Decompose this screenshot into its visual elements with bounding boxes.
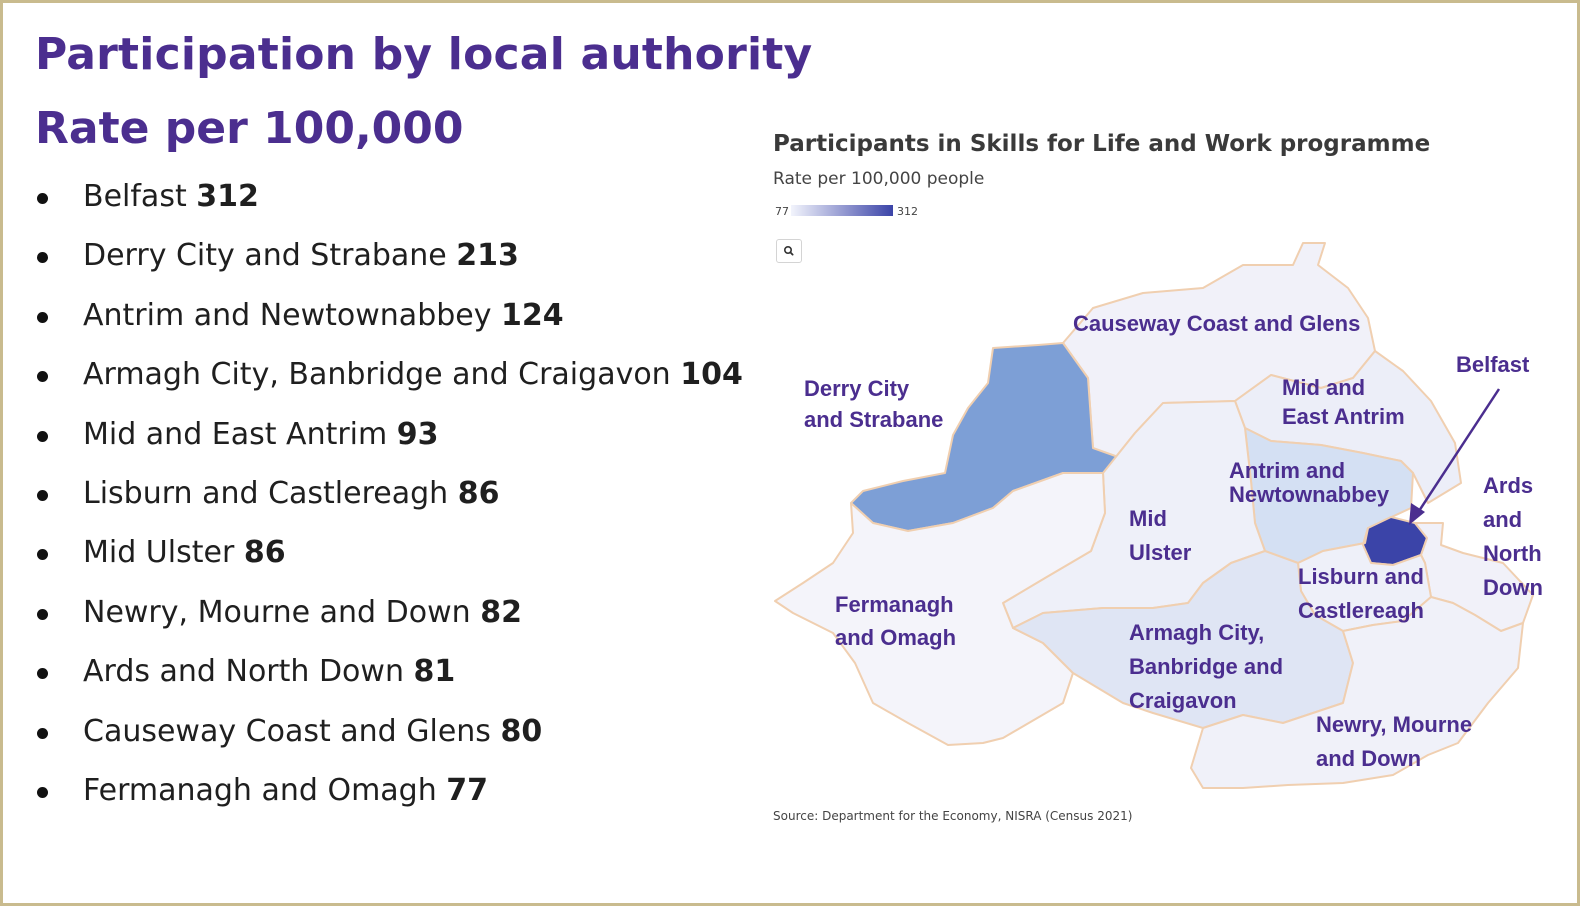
list-item: Mid Ulster 86 — [33, 525, 743, 584]
authority-rate: 213 — [456, 238, 519, 274]
bullet-icon — [37, 193, 48, 204]
legend-gradient — [791, 205, 893, 216]
authority-rate: 104 — [680, 357, 743, 393]
authority-name: Armagh City, Banbridge and Craigavon — [83, 357, 671, 393]
region-armagh[interactable] — [1012, 550, 1354, 729]
legend-min: 77 — [775, 205, 789, 218]
bullet-icon — [37, 371, 48, 383]
authority-rate: 93 — [396, 416, 439, 452]
bullet-icon — [37, 786, 48, 798]
arrow-head-icon — [1409, 503, 1425, 525]
authority-name: Fermanagh and Omagh — [83, 772, 437, 808]
authority-name: Belfast — [83, 179, 187, 214]
bullet-icon — [37, 430, 48, 442]
list-item: Antrim and Newtownabbey 124 — [33, 288, 743, 347]
bullet-icon — [37, 311, 48, 323]
authority-rate: 86 — [457, 475, 500, 511]
map-subtitle: Rate per 100,000 people — [773, 169, 985, 189]
page-subtitle: Rate per 100,000 — [35, 103, 464, 154]
list-item: Causeway Coast and Glens 80 — [33, 704, 743, 763]
bullet-icon — [37, 668, 48, 680]
authority-rate: 77 — [446, 772, 489, 808]
bullet-icon — [37, 549, 48, 561]
label-armagh: Armagh City, Banbridge and Craigavon — [1129, 620, 1284, 713]
authority-name: Newry, Mourne and Down — [83, 594, 471, 630]
label-derry: Derry City and Strabane — [804, 376, 944, 432]
list-item: Armagh City, Banbridge and Craigavon 104 — [33, 347, 743, 406]
authority-rate: 86 — [243, 535, 286, 571]
label-causeway: Causeway Coast and Glens — [1073, 311, 1361, 336]
label-fermanagh: Fermanagh and Omagh — [835, 592, 957, 650]
list-item: Lisburn and Castlereagh 86 — [33, 466, 743, 525]
authority-name: Mid Ulster — [83, 535, 235, 571]
authority-list: Belfast 312 Derry City and Strabane 213 … — [33, 169, 743, 822]
list-item: Newry, Mourne and Down 82 — [33, 585, 743, 644]
authority-name: Ards and North Down — [83, 654, 404, 690]
bullet-icon — [37, 608, 48, 620]
list-item: Belfast 312 — [33, 169, 743, 228]
label-antrim: Antrim and Newtownabbey — [1229, 458, 1390, 507]
list-item: Ards and North Down 81 — [33, 644, 743, 703]
label-belfast: Belfast — [1456, 352, 1530, 377]
authority-name: Mid and East Antrim — [83, 416, 388, 452]
authority-rate: 82 — [480, 594, 522, 630]
belfast-pointer — [1417, 388, 1501, 512]
map-search-button[interactable] — [776, 239, 802, 263]
authority-name: Lisburn and Castlereagh — [83, 475, 449, 511]
label-ards: Ards and North Down — [1483, 473, 1543, 600]
authority-rate: 312 — [196, 179, 259, 214]
label-lisburn: Lisburn and Castlereagh — [1298, 564, 1424, 623]
list-item: Fermanagh and Omagh 77 — [33, 763, 743, 822]
page-title: Participation by local authority — [35, 29, 813, 80]
label-mideast: Mid and East Antrim — [1282, 375, 1405, 429]
bullet-icon — [37, 252, 48, 264]
label-newry: Newry, Mourne and Down — [1316, 712, 1473, 771]
authority-rate: 124 — [501, 297, 564, 333]
bullet-icon — [37, 489, 48, 501]
authority-name: Antrim and Newtownabbey — [83, 297, 492, 333]
list-item: Mid and East Antrim 93 — [33, 407, 743, 466]
list-item: Derry City and Strabane 213 — [33, 228, 743, 287]
authority-name: Derry City and Strabane — [83, 238, 447, 274]
label-midulster: Mid Ulster — [1129, 506, 1192, 565]
magnifier-icon — [784, 246, 794, 256]
authority-name: Causeway Coast and Glens — [83, 713, 491, 749]
region-newry[interactable] — [1190, 596, 1524, 789]
source-note: Source: Department for the Economy, NISR… — [773, 809, 1133, 823]
map-title: Participants in Skills for Life and Work… — [773, 131, 1431, 157]
authority-rate: 80 — [500, 713, 543, 749]
authority-rate: 81 — [413, 654, 456, 690]
choropleth-map — [774, 242, 1534, 789]
bullet-icon — [37, 727, 48, 739]
legend-max: 312 — [897, 205, 918, 218]
